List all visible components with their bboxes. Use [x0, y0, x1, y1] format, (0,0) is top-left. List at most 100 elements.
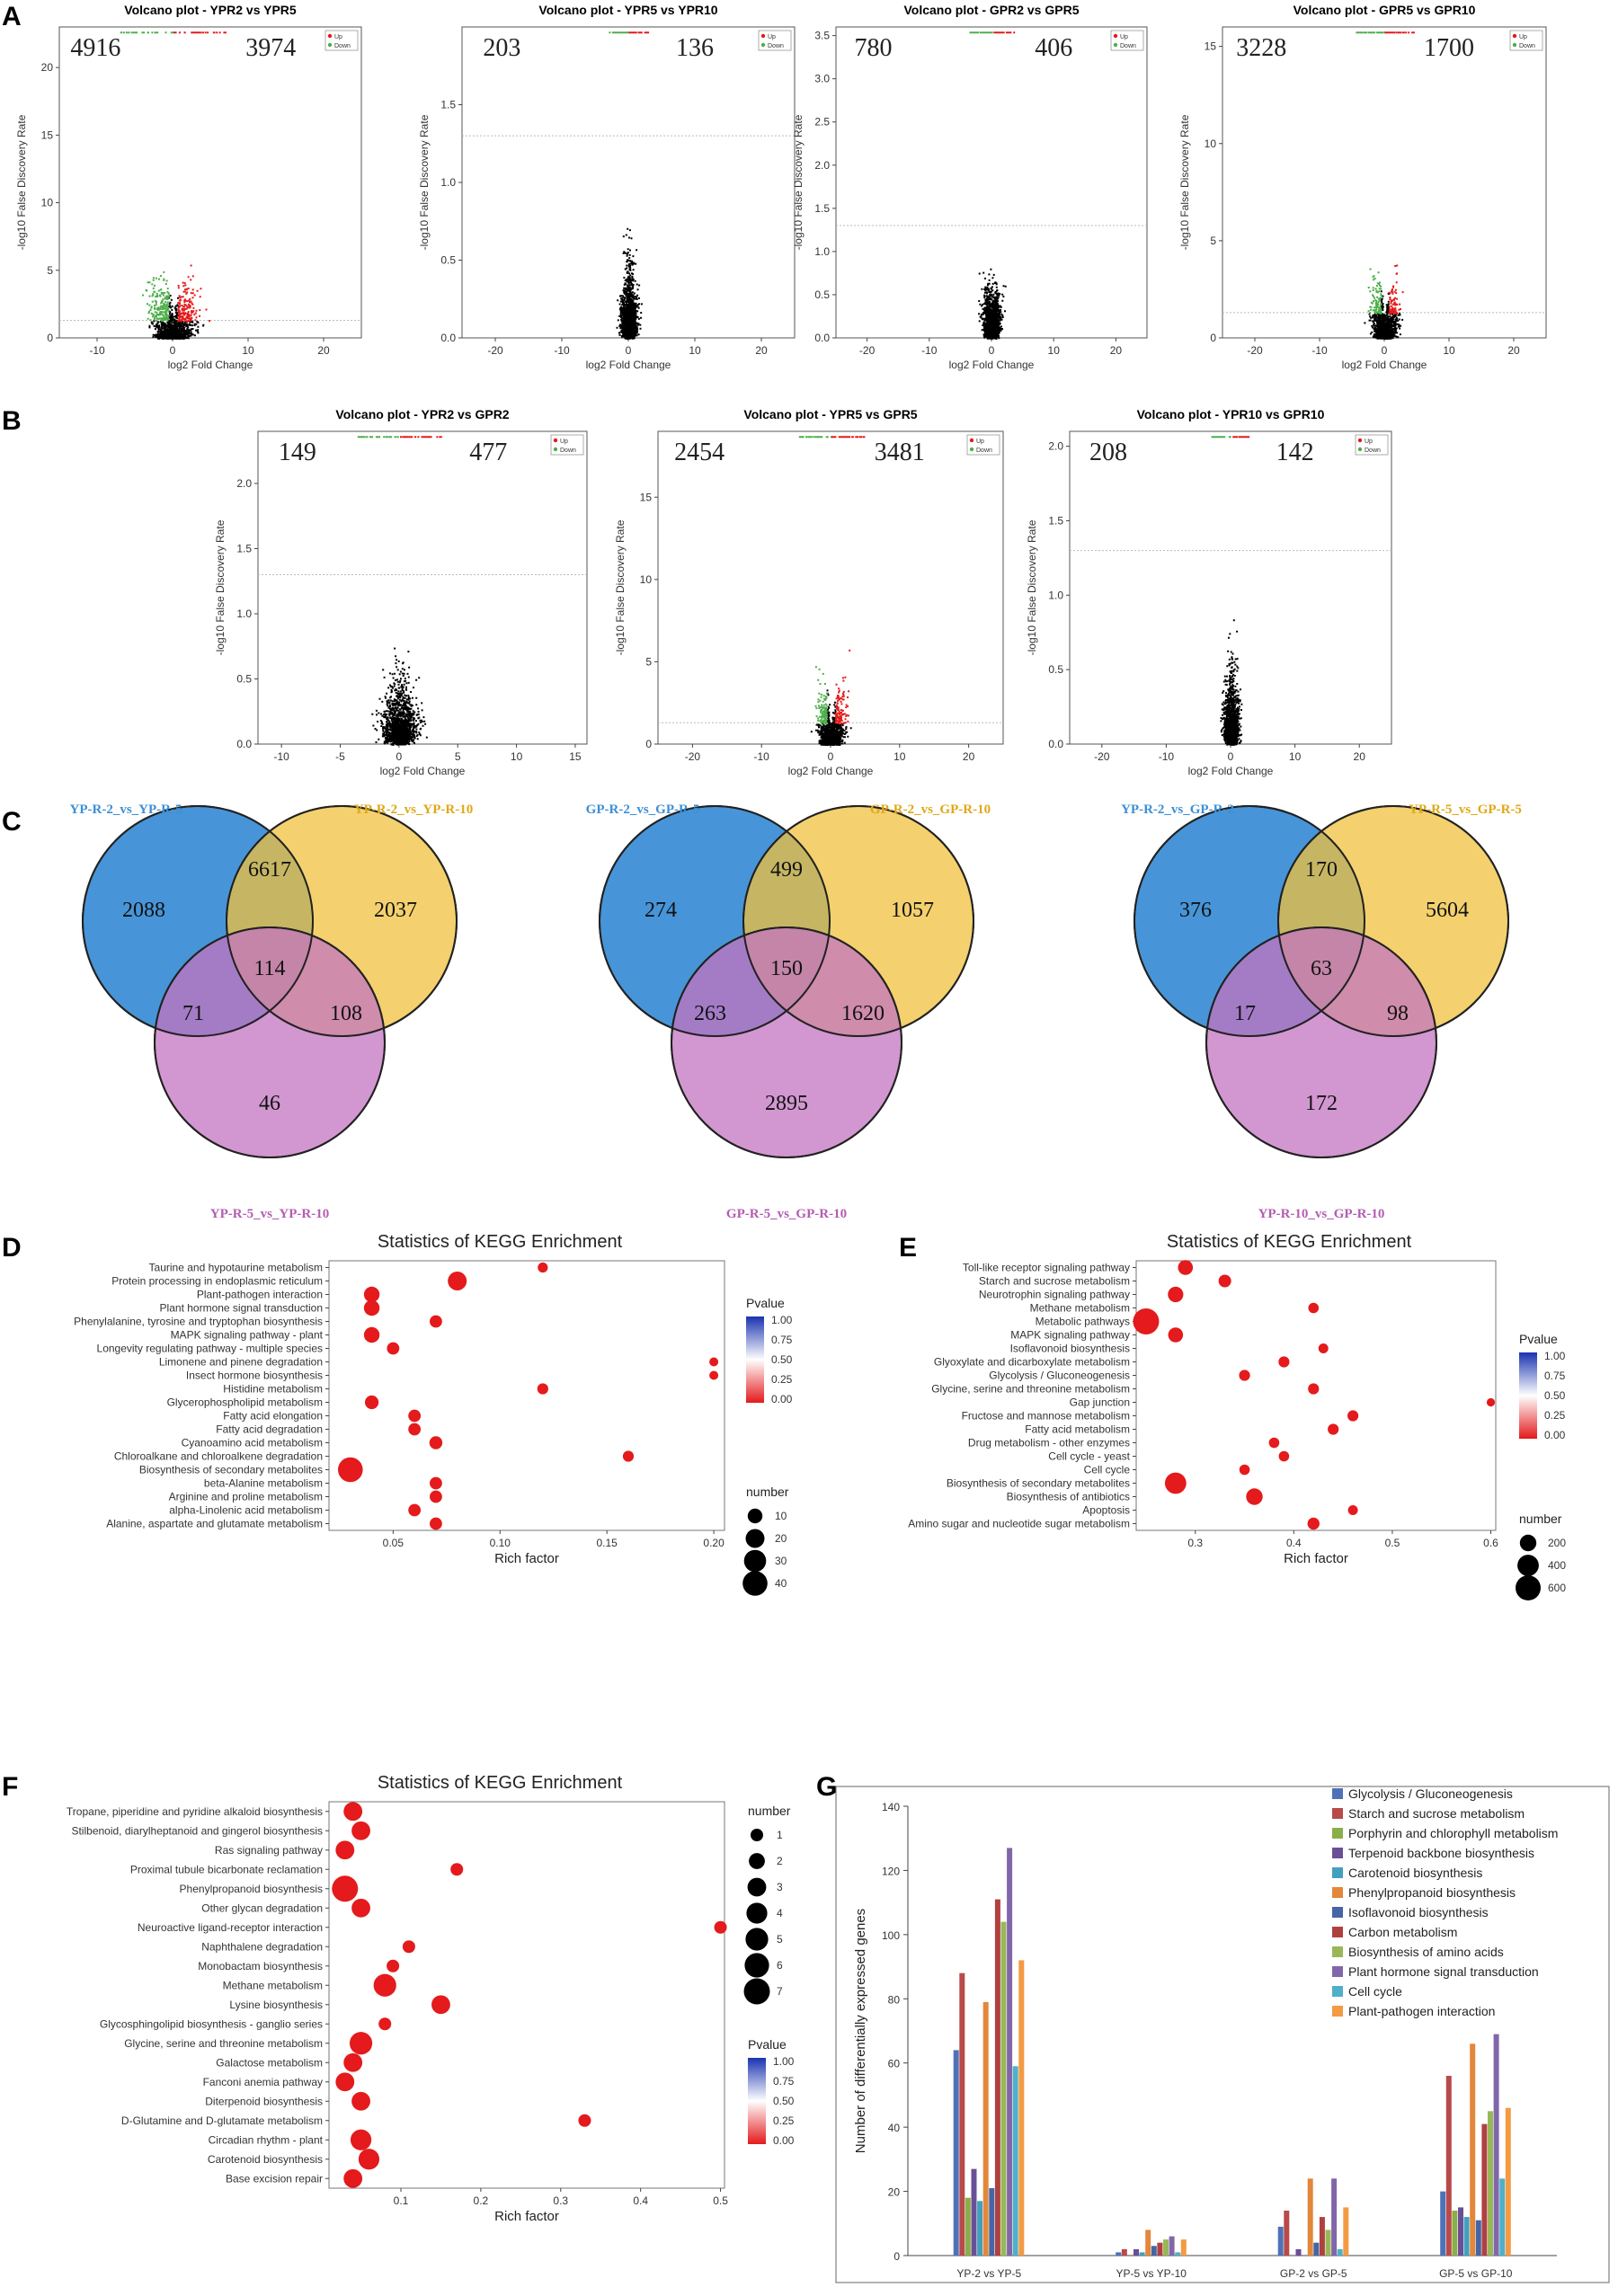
enrichment-dot — [335, 2072, 355, 2092]
enrichment-dot — [709, 1370, 719, 1380]
nonsignificant-points — [616, 227, 643, 340]
size-legend-title: number — [746, 1485, 789, 1499]
bar — [1157, 2242, 1163, 2256]
x-tick-label: -20 — [1094, 750, 1110, 763]
x-tick-label: 0.5 — [1385, 1537, 1400, 1549]
size-legend-dot — [745, 1529, 765, 1548]
legend-down-label: Down — [768, 43, 784, 49]
volcano-legend: Up Down — [1110, 30, 1144, 51]
up-count-label: 3974 — [245, 34, 296, 62]
pvalue-tick-label: 0.75 — [773, 2075, 795, 2088]
legend-label: Starch and sucrose metabolism — [1348, 1806, 1525, 1821]
legend-label: Plant hormone signal transduction — [1348, 1964, 1539, 1979]
enrichment-dot — [1486, 1397, 1496, 1407]
x-tick-label: 20 — [1507, 344, 1520, 357]
x-tick-label: -20 — [859, 344, 876, 357]
size-legend-dot — [743, 1549, 767, 1573]
panel-label-g: G — [816, 1772, 837, 1802]
term-label: Cyanoamino acid metabolism — [182, 1437, 323, 1449]
bar — [1337, 2248, 1343, 2256]
bar — [989, 2188, 995, 2256]
x-tick-label: 0.4 — [1286, 1537, 1302, 1549]
term-label: Isoflavonoid biosynthesis — [1010, 1343, 1130, 1355]
x-tick-label: -10 — [921, 344, 938, 357]
enrichment-dot — [363, 1299, 380, 1316]
volcano-points — [1211, 436, 1250, 746]
x-tick-label: -10 — [1159, 750, 1175, 763]
y-tick-label: 2.5 — [814, 116, 830, 129]
term-label: Stilbenoid, diarylheptanoid and gingerol… — [71, 1824, 323, 1837]
x-tick-label: 15 — [569, 750, 582, 763]
category-label: YP-2 vs YP-5 — [956, 2267, 1021, 2280]
size-legend-dot — [751, 1829, 763, 1841]
enrichment-dot — [1168, 1286, 1184, 1303]
bar — [1307, 2178, 1313, 2256]
size-legend-dot — [1516, 1575, 1541, 1600]
y-tick-label: 0.0 — [236, 738, 252, 750]
pvalue-tick-label: 0.00 — [773, 2134, 795, 2147]
size-legend-dot — [743, 1978, 770, 2005]
bar — [1151, 2246, 1157, 2256]
pvalue-legend-title: Pvalue — [1519, 1332, 1558, 1346]
venn-count-a-only: 376 — [1179, 899, 1212, 922]
x-tick-label: 20 — [317, 344, 330, 357]
term-label: Glycerophospholipid metabolism — [167, 1396, 323, 1409]
size-legend-label: 30 — [775, 1555, 787, 1567]
pvalue-legend-title: Pvalue — [746, 1296, 785, 1310]
y-axis-label: -log10 False Discovery Rate — [1178, 114, 1191, 250]
term-label: Fanconi anemia pathway — [203, 2076, 323, 2088]
term-label: Plant hormone signal transduction — [160, 1302, 323, 1315]
term-label: Phenylpropanoid biosynthesis — [180, 1883, 323, 1895]
nonsignificant-points — [810, 689, 852, 746]
y-tick-label: 0.5 — [440, 254, 456, 267]
venn-outline — [742, 805, 974, 1037]
up-count-label: 406 — [1035, 34, 1072, 62]
venn-count-abc: 63 — [1311, 957, 1332, 980]
legend-down-marker — [553, 447, 558, 452]
legend-swatch — [1332, 1808, 1343, 1819]
y-tick-label: 1.0 — [814, 245, 830, 258]
x-tick-label: -10 — [754, 750, 770, 763]
enrichment-dot — [448, 1272, 467, 1290]
legend-label: Phenylpropanoid biosynthesis — [1348, 1885, 1516, 1900]
legend-down-label: Down — [976, 448, 992, 454]
volcano-legend: Up Down — [758, 30, 792, 51]
size-legend-title: number — [1519, 1511, 1562, 1526]
y-tick-label: 10 — [1205, 137, 1217, 150]
x-tick-label: -20 — [487, 344, 503, 357]
x-tick-label: 0 — [396, 750, 403, 763]
term-label: Cell cycle - yeast — [1048, 1450, 1130, 1463]
size-legend-label: 600 — [1548, 1582, 1566, 1594]
x-tick-label: -10 — [273, 750, 289, 763]
down-regulated-points — [1356, 31, 1386, 315]
plot-frame — [58, 26, 362, 339]
term-label: Ras signaling pathway — [215, 1844, 323, 1857]
nonsignificant-points — [148, 295, 205, 340]
pvalue-colorbar — [1519, 1352, 1537, 1439]
venn-count-a-only: 2088 — [122, 899, 165, 922]
legend-down-marker — [1357, 447, 1363, 452]
enrichment-dot — [430, 1476, 442, 1490]
enrichment-dot — [378, 2017, 392, 2031]
term-label: Glycosphingolipid biosynthesis - ganglio… — [100, 2017, 323, 2030]
kegg-dots — [332, 1802, 727, 2188]
y-tick-label: 0 — [645, 738, 652, 750]
term-label: alpha-Linolenic acid metabolism — [169, 1504, 323, 1517]
kegg-title: Statistics of KEGG Enrichment — [378, 1232, 623, 1252]
y-axis-label: -log10 False Discovery Rate — [792, 114, 805, 250]
kegg-frame — [1135, 1260, 1497, 1531]
pvalue-tick-label: 1.00 — [771, 1314, 793, 1326]
bar — [1277, 2226, 1284, 2256]
x-axis-label: log2 Fold Change — [788, 765, 874, 777]
legend-up-label: Up — [1365, 439, 1373, 445]
up-regulated-points — [400, 436, 442, 439]
enrichment-dot — [373, 1973, 396, 1997]
y-tick-label: 5 — [1210, 235, 1216, 247]
y-tick-label: 1.5 — [1048, 514, 1063, 527]
volcano-points — [120, 31, 227, 340]
panel-label-c: C — [2, 807, 22, 837]
y-tick-label: 0.5 — [236, 673, 252, 686]
legend-up-label: Up — [560, 439, 568, 445]
size-legend-dot — [1519, 1534, 1537, 1552]
